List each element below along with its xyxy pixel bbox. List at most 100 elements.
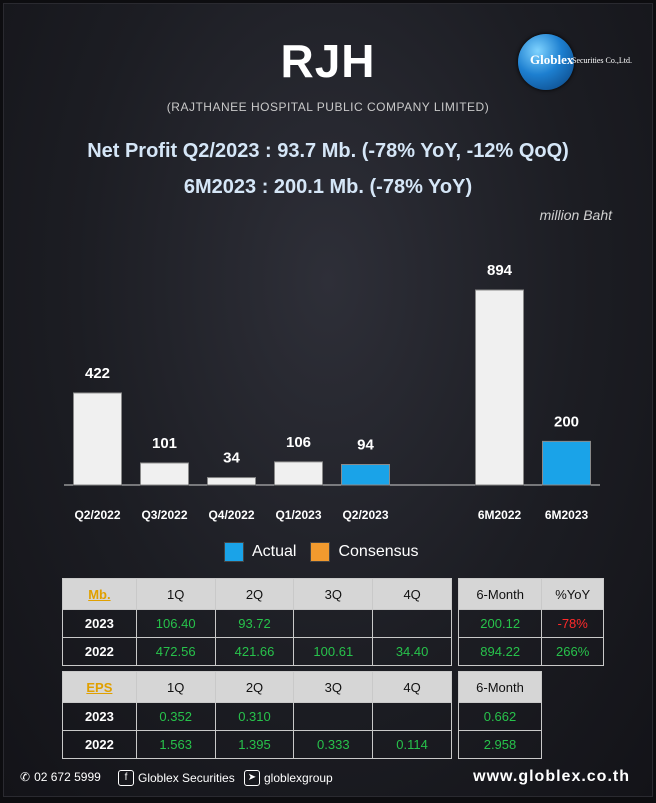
profit-header-1q: 1Q [135,578,216,610]
eps-table: EPS 1Q 2Q 3Q 4Q 2023 0.352 0.310 2022 1.… [62,671,452,759]
footer-phone: ✆ 02 672 5999 [20,770,101,784]
facebook-name: Globlex Securities [138,771,235,785]
table-cell: 100.61 [293,637,374,666]
table-cell: 894.22 [457,637,543,666]
logo-subtext: Securities Co.,Ltd. [572,56,632,65]
website-link[interactable]: www.globlex.co.th [473,768,630,785]
eps-summary-header: 6-Month [458,671,542,703]
table-cell: 0.333 [293,730,374,759]
table-cell: 421.66 [214,637,295,666]
telegram-name: globlexgroup [264,771,333,785]
eps-summary-header-6month: 6-Month [458,671,542,703]
profit-header-mb: Mb. [62,578,137,610]
headline-quarter: Net Profit Q2/2023 : 93.7 Mb. (-78% YoY,… [87,140,569,162]
eps-header-3q: 3Q [293,671,374,703]
x-tick-label: Q1/2023 [275,508,321,522]
x-tick-label: Q3/2022 [141,508,187,522]
profit-table: Mb. 1Q 2Q 3Q 4Q 2023 106.40 93.72 2022 4… [62,578,452,666]
legend-swatch-actual [224,542,244,562]
footer-telegram[interactable]: ➤ globlexgroup [244,770,333,786]
table-cell: 0.310 [214,702,295,731]
bar-6m2022 [475,289,524,486]
table-cell: 472.56 [135,637,216,666]
profit-summary-header: 6-Month %YoY [457,578,604,610]
footer-facebook[interactable]: f Globlex Securities [118,770,235,786]
table-row: 0.662 [458,702,542,731]
table-cell: 0.352 [135,702,216,731]
table-cell [372,702,452,731]
unit-label: million Baht [539,207,612,223]
summary-header-6month: 6-Month [457,578,543,610]
table-cell: 2.958 [458,730,542,759]
x-tick-label: 6M2022 [478,508,522,522]
data-label: 94 [357,436,374,453]
net-profit-bar-chart: 422 Q2/2022 101 Q3/2022 34 Q4/2022 106 Q1/2023 9… [64,262,600,522]
profit-header-2q: 2Q [214,578,295,610]
bar-q3-2022 [140,462,189,486]
phone-number: 02 672 5999 [34,770,101,784]
bar-q4-2022 [207,477,256,486]
facebook-icon: f [118,770,134,786]
data-label: 894 [487,262,513,279]
eps-table-header: EPS 1Q 2Q 3Q 4Q [62,671,452,703]
legend-swatch-consensus [310,542,331,562]
company-name: (RAJTHANEE HOSPITAL PUBLIC COMPANY LIMIT… [166,100,490,114]
data-label: 34 [223,450,240,467]
row-year: 2022 [62,730,137,759]
table-cell [293,702,374,731]
eps-header-1q: 1Q [135,671,216,703]
table-row: 2023 0.352 0.310 [62,702,452,731]
logo-text: Globlex [530,52,574,67]
legend-label-consensus: Consensus [338,543,419,560]
infographic: RJH (RAJTHANEE HOSPITAL PUBLIC COMPANY L… [3,3,653,797]
eps-summary-table: 6-Month 0.662 2.958 [458,671,542,759]
x-tick-label: 6M2023 [545,508,589,522]
table-row: 2022 472.56 421.66 100.61 34.40 [62,637,452,666]
table-cell [372,609,452,638]
profit-header-4q: 4Q [372,578,452,610]
profit-table-header: Mb. 1Q 2Q 3Q 4Q [62,578,452,610]
data-label: 200 [554,413,579,430]
table-cell: 1.395 [214,730,295,759]
ticker-title: RJH [280,35,376,87]
data-label: 422 [85,365,110,382]
eps-header-label: EPS [62,671,137,703]
bar-q2-2023 [341,463,390,486]
row-year: 2023 [62,609,137,638]
table-cell: 0.114 [372,730,452,759]
phone-icon: ✆ [20,770,31,784]
table-row: 894.22 266% [457,637,604,666]
bar-6m2023 [542,440,591,486]
table-cell: 93.72 [214,609,295,638]
table-cell: 266% [541,637,604,666]
table-row: 2023 106.40 93.72 [62,609,452,638]
bar-q1-2023 [274,461,323,486]
data-label: 106 [286,434,311,451]
x-tick-label: Q2/2023 [342,508,388,522]
summary-header-yoy: %YoY [541,578,604,610]
row-year: 2023 [62,702,137,731]
table-cell [293,609,374,638]
table-cell: 1.563 [135,730,216,759]
eps-header-2q: 2Q [214,671,295,703]
x-tick-label: Q4/2022 [208,508,254,522]
x-tick-label: Q2/2022 [74,508,120,522]
legend-label-actual: Actual [252,543,297,560]
table-cell: 200.12 [457,609,543,638]
bar-q2-2022 [73,392,122,486]
footer: ✆ 02 672 5999 f Globlex Securities ➤ glo… [4,766,652,790]
table-row: 200.12 -78% [457,609,604,638]
table-row: 2022 1.563 1.395 0.333 0.114 [62,730,452,759]
table-cell: 34.40 [372,637,452,666]
chart-legend: Actual Consensus [224,542,419,562]
table-cell: 0.662 [458,702,542,731]
eps-header-4q: 4Q [372,671,452,703]
profit-header-3q: 3Q [293,578,374,610]
row-year: 2022 [62,637,137,666]
globlex-logo-icon [518,34,574,90]
telegram-icon: ➤ [244,770,260,786]
table-cell: -78% [541,609,604,638]
headline-six-month: 6M2023 : 200.1 Mb. (-78% YoY) [183,176,473,198]
table-row: 2.958 [458,730,542,759]
data-label: 101 [152,435,177,452]
